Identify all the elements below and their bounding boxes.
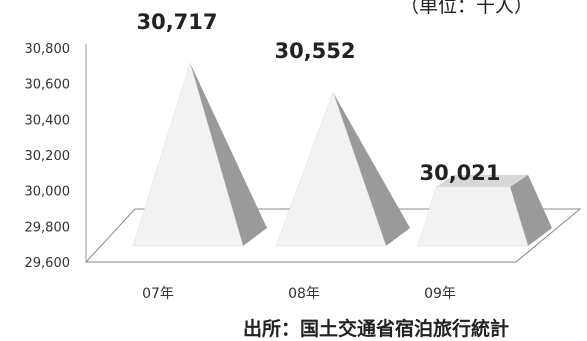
bar-side-face <box>190 62 267 246</box>
y-tick-label: 29,800 <box>25 220 71 235</box>
bar-07年 <box>132 61 267 247</box>
bar-side-face <box>333 92 410 246</box>
bar-front-face <box>417 186 529 247</box>
x-tick-label: 07年 <box>142 286 174 302</box>
source-note: 出所：国土交通省宿泊旅行統計 <box>243 318 510 340</box>
bar-front-face <box>275 91 387 247</box>
x-tick-label: 08年 <box>288 286 320 302</box>
bars <box>132 61 552 247</box>
x-axis: 07年 08年 09年 <box>142 286 456 302</box>
x-tick-label: 09年 <box>424 286 456 302</box>
pyramid-bar-chart: 29,600 29,800 30,000 30,200 30,400 30,600 30,8… <box>25 10 582 302</box>
bar-08年 <box>275 91 410 247</box>
bar-top-face <box>436 174 528 187</box>
data-labels: 30,717 30,552 30,021 <box>136 10 500 185</box>
unit-note: （単位：千人） <box>400 0 534 17</box>
data-label: 30,021 <box>419 161 500 185</box>
bar-09年 <box>417 174 552 247</box>
data-label: 30,717 <box>136 10 217 34</box>
y-tick-label: 30,600 <box>25 78 71 93</box>
y-tick-label: 30,200 <box>25 149 71 164</box>
bar-front-face <box>132 61 244 247</box>
y-tick-label: 30,400 <box>25 113 71 128</box>
y-tick-label: 30,800 <box>25 42 71 57</box>
y-tick-label: 30,000 <box>25 185 71 200</box>
y-tick-label: 29,600 <box>25 256 71 271</box>
bar-side-face <box>510 174 552 246</box>
y-axis: 29,600 29,800 30,000 30,200 30,400 30,600 30,8… <box>25 42 87 271</box>
data-label: 30,552 <box>274 39 355 63</box>
